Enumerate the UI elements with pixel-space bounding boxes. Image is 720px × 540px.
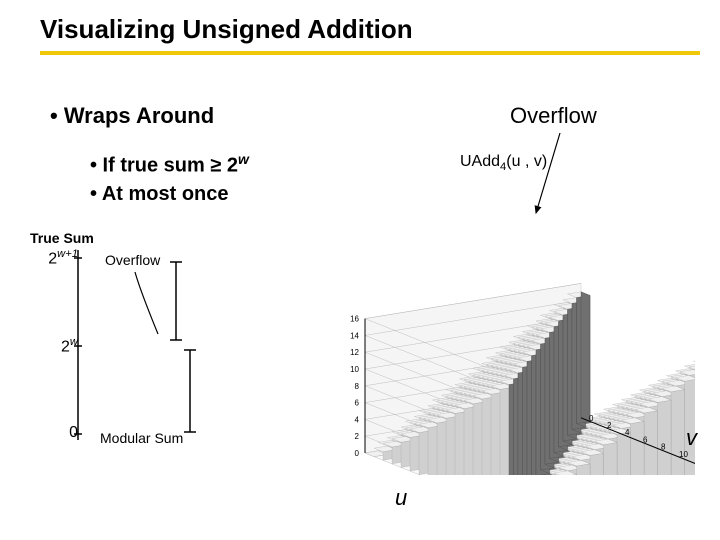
bullet-sub-1-sup: w xyxy=(238,151,249,167)
svg-text:4: 4 xyxy=(355,415,360,424)
chart-3d-svg: 16141210864200246810121402468101214 xyxy=(305,215,695,475)
bullet-sub-1: • If true sum ≥ 2w xyxy=(90,151,249,178)
uadd-args: (u , v) xyxy=(506,153,547,170)
uadd-prefix: UAdd xyxy=(460,153,500,170)
uadd-label: UAdd4(u , v) xyxy=(460,153,547,173)
overflow-label: Overflow xyxy=(510,103,597,129)
bullet-sub-1-text: • If true sum ≥ 2 xyxy=(90,155,238,177)
u-axis-label: u xyxy=(395,485,407,511)
svg-text:10: 10 xyxy=(350,365,359,374)
svg-text:6: 6 xyxy=(355,399,360,408)
bullet-sub-2: • At most once xyxy=(90,183,229,206)
modular-sum-label: Modular Sum xyxy=(100,430,183,446)
tick-bot: 0 xyxy=(69,424,78,442)
chart-3d: 16141210864200246810121402468101214 xyxy=(305,215,695,475)
tick-mid-base: 2 xyxy=(61,338,70,355)
true-sum-label: True Sum xyxy=(30,230,94,246)
v-axis-label: v xyxy=(686,425,697,451)
svg-text:8: 8 xyxy=(355,382,360,391)
svg-text:14: 14 xyxy=(350,331,359,340)
tick-top-sup: w+1 xyxy=(57,248,78,260)
tick-mid-sup: w xyxy=(70,336,78,348)
slide-title: Visualizing Unsigned Addition xyxy=(40,14,720,45)
svg-text:12: 12 xyxy=(350,348,359,357)
tick-top-base: 2 xyxy=(48,250,57,267)
svg-text:2: 2 xyxy=(355,432,360,441)
bullet-main: • Wraps Around xyxy=(50,103,214,129)
tick-top: 2w+1 xyxy=(48,248,78,268)
tick-mid: 2w xyxy=(61,336,78,356)
left-diagram: True Sum 2w+1 2w 0 Overflow Modular Sum xyxy=(30,230,260,460)
svg-text:16: 16 xyxy=(350,315,359,324)
overflow-small-label: Overflow xyxy=(105,252,160,268)
content-area: • Wraps Around • If true sum ≥ 2w • At m… xyxy=(0,55,720,535)
svg-text:0: 0 xyxy=(355,449,360,458)
